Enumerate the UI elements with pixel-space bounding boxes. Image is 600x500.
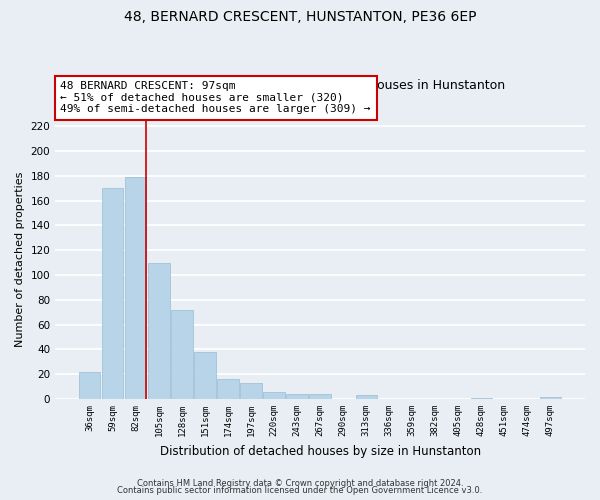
Text: 48 BERNARD CRESCENT: 97sqm
← 51% of detached houses are smaller (320)
49% of sem: 48 BERNARD CRESCENT: 97sqm ← 51% of deta… bbox=[61, 81, 371, 114]
Bar bbox=[540, 396, 561, 399]
Bar bbox=[125, 177, 146, 399]
Bar bbox=[310, 394, 331, 399]
Bar bbox=[470, 398, 492, 399]
Bar bbox=[263, 392, 284, 399]
Bar bbox=[241, 383, 262, 399]
X-axis label: Distribution of detached houses by size in Hunstanton: Distribution of detached houses by size … bbox=[160, 444, 481, 458]
Bar bbox=[217, 379, 239, 399]
Text: 48, BERNARD CRESCENT, HUNSTANTON, PE36 6EP: 48, BERNARD CRESCENT, HUNSTANTON, PE36 6… bbox=[124, 10, 476, 24]
Bar bbox=[102, 188, 124, 399]
Bar bbox=[172, 310, 193, 399]
Bar bbox=[79, 372, 100, 399]
Title: Size of property relative to detached houses in Hunstanton: Size of property relative to detached ho… bbox=[135, 80, 505, 92]
Bar bbox=[194, 352, 215, 399]
Text: Contains public sector information licensed under the Open Government Licence v3: Contains public sector information licen… bbox=[118, 486, 482, 495]
Bar bbox=[286, 394, 308, 399]
Bar bbox=[356, 396, 377, 399]
Text: Contains HM Land Registry data © Crown copyright and database right 2024.: Contains HM Land Registry data © Crown c… bbox=[137, 478, 463, 488]
Bar bbox=[148, 262, 170, 399]
Y-axis label: Number of detached properties: Number of detached properties bbox=[15, 172, 25, 347]
